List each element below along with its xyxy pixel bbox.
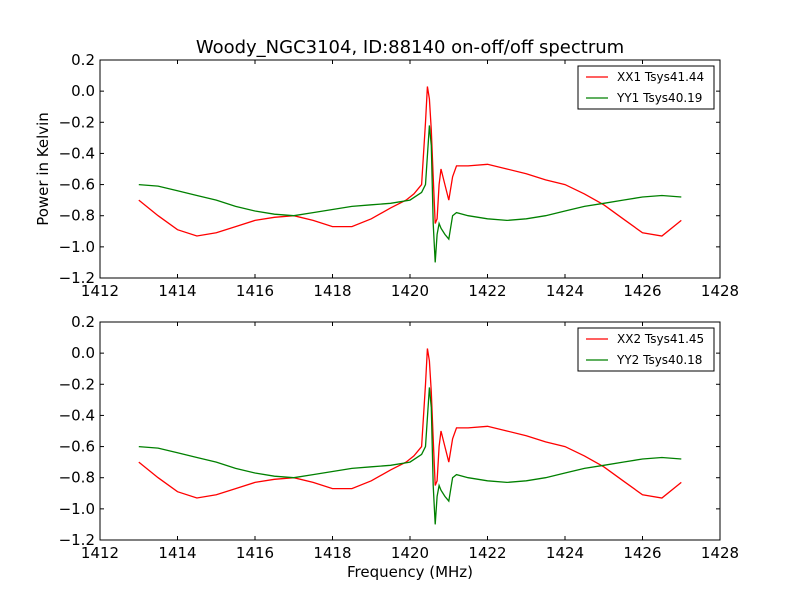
top-panel: 1412 1414 1416 1418 1420 1422 1424 1426 1428 0.2 0…	[59, 51, 740, 300]
series-line-xx-panel-1	[138, 86, 682, 237]
series-line-yy-panel-2	[138, 387, 682, 525]
legend: XX1 Tsys41.44 YY1 Tsys40.19	[577, 65, 715, 110]
x-tick-label: 1416	[236, 282, 274, 300]
x-tick-label: 1420	[391, 544, 429, 562]
x-tick-label: 1412	[81, 544, 119, 562]
x-tick-label: 1418	[313, 544, 351, 562]
x-tick-label: 1412	[81, 282, 119, 300]
y-tick-label: 0.0	[71, 82, 95, 100]
x-tick-label: 1414	[158, 544, 196, 562]
y-tick-label: −0.4	[59, 144, 95, 162]
y-tick-label: 0.0	[71, 344, 95, 362]
x-tick-label: 1426	[623, 282, 661, 300]
bottom-panel: 1412 1414 1416 1418 1420 1422 1424 1426 1428 0.2 0…	[59, 313, 740, 562]
y-tick-label: −0.6	[59, 176, 95, 194]
x-tick-label: 1414	[158, 282, 196, 300]
x-tick-label: 1424	[546, 282, 584, 300]
x-tick-label: 1422	[468, 282, 506, 300]
x-tick-label: 1426	[623, 544, 661, 562]
legend-box	[577, 65, 715, 110]
y-tick-label: −0.4	[59, 406, 95, 424]
legend-label: XX2 Tsys41.45	[617, 332, 704, 346]
legend-label: YY2 Tsys40.18	[616, 353, 702, 367]
legend-label: XX1 Tsys41.44	[617, 70, 704, 84]
y-tick-label: 0.2	[71, 313, 95, 331]
legend-label: YY1 Tsys40.19	[616, 91, 702, 105]
x-tick-label: 1418	[313, 282, 351, 300]
y-tick-label: −0.2	[59, 375, 95, 393]
y-tick-label: −1.2	[59, 531, 95, 549]
legend: XX2 Tsys41.45 YY2 Tsys40.18	[577, 327, 715, 372]
chart-title: Woody_NGC3104, ID:88140 on-off/off spect…	[196, 37, 624, 58]
x-tick-label: 1424	[546, 544, 584, 562]
y-tick-label: −1.0	[59, 500, 95, 518]
y-axis-label: Power in Kelvin	[34, 112, 52, 226]
x-tick-label: 1420	[391, 282, 429, 300]
y-tick-label: −0.8	[59, 207, 95, 225]
y-tick-label: 0.2	[71, 51, 95, 69]
y-tick-label: −1.2	[59, 269, 95, 287]
y-tick-label: −0.6	[59, 438, 95, 456]
series-line-yy-panel-1	[138, 125, 682, 263]
x-tick-label: 1428	[701, 282, 739, 300]
x-tick-label: 1428	[701, 544, 739, 562]
y-tick-label: −0.8	[59, 469, 95, 487]
x-tick-label: 1416	[236, 544, 274, 562]
x-tick-label: 1422	[468, 544, 506, 562]
series-line-xx-panel-2	[138, 348, 682, 499]
y-tick-label: −0.2	[59, 113, 95, 131]
legend-box	[577, 327, 715, 372]
x-axis-label: Frequency (MHz)	[347, 563, 473, 581]
y-tick-label: −1.0	[59, 238, 95, 256]
